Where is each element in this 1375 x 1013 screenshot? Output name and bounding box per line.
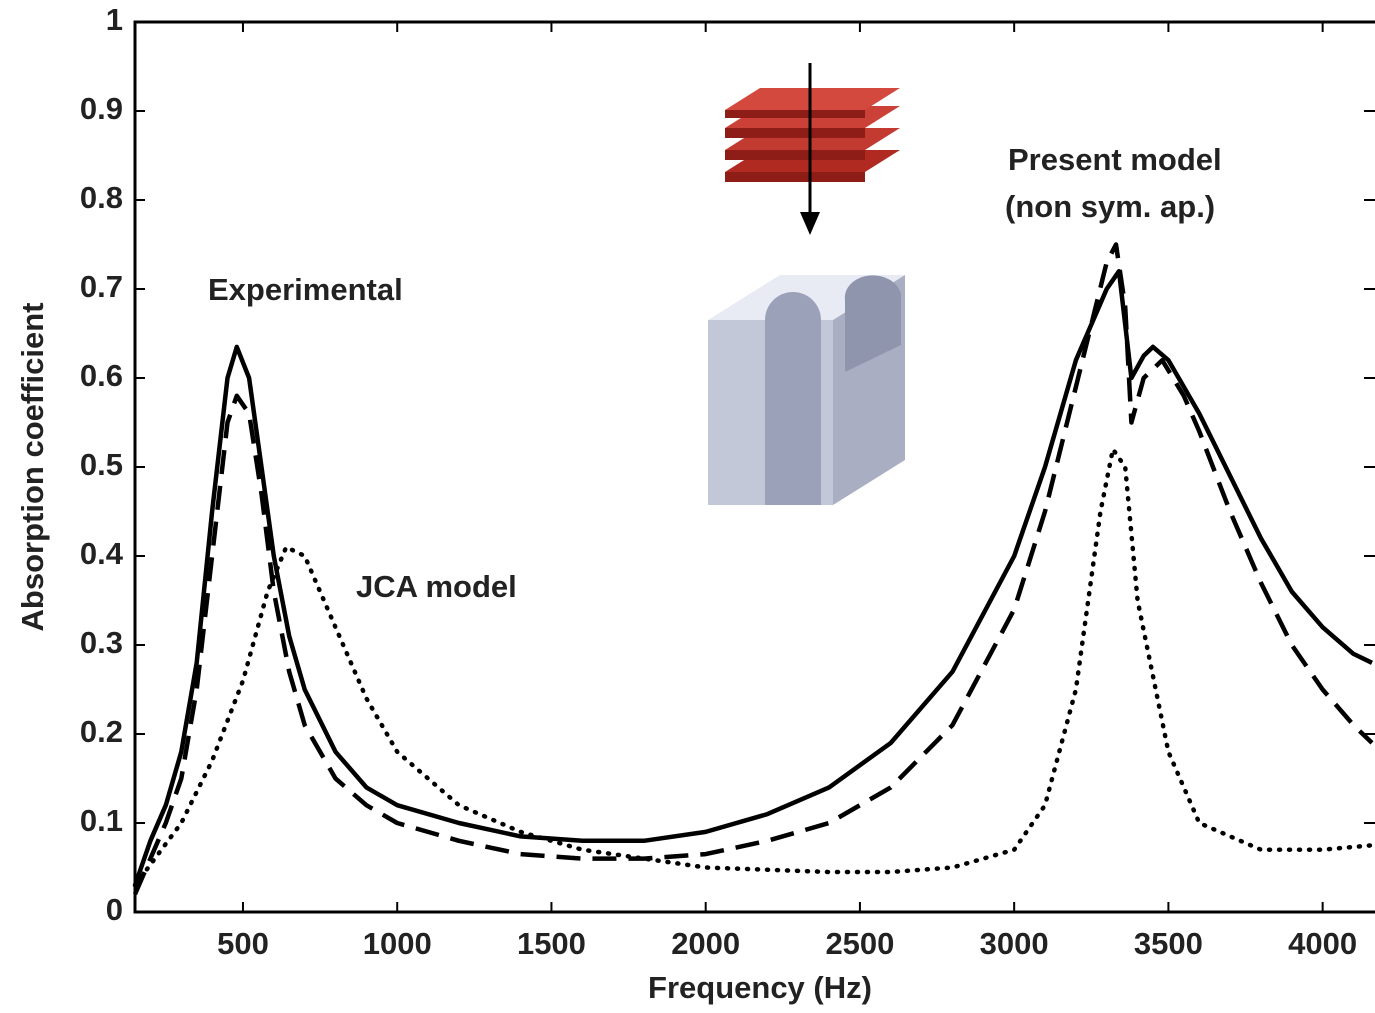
x-tick-label: 4000 [1288,926,1357,961]
x-tick-label: 1500 [517,926,586,961]
x-tick-label: 3000 [980,926,1049,961]
line-dashed [132,242,1374,896]
x-tick-label: 2500 [825,926,894,961]
annotation: Experimental [208,272,403,307]
annotation: (non sym. ap.) [1005,189,1215,224]
inset-illustration [708,63,905,505]
y-tick-label: 0.5 [80,447,123,482]
y-tick-label: 0 [106,892,123,927]
y-tick-label: 0.3 [80,625,123,660]
x-tick-label: 1000 [363,926,432,961]
x-axis-title: Frequency (Hz) [648,970,872,1005]
x-tick-label: 2000 [671,926,740,961]
y-tick-label: 0.2 [80,714,123,749]
y-tick-label: 0.9 [80,91,123,126]
y-tick-label: 0.7 [80,269,123,304]
y-axis-title: Absorption coefficient [15,303,50,632]
annotation: Present model [1008,142,1222,177]
y-tick-label: 1 [106,2,123,37]
y-tick-label: 0.1 [80,803,123,838]
x-tick-label: 3500 [1134,926,1203,961]
line-solid [132,268,1373,887]
line-dotted [132,446,1375,888]
annotation: JCA model [356,569,517,604]
y-tick-label: 0.8 [80,180,123,215]
x-tick-label: 500 [217,926,269,961]
y-tick-label: 0.6 [80,358,123,393]
y-tick-label: 0.4 [80,536,124,571]
